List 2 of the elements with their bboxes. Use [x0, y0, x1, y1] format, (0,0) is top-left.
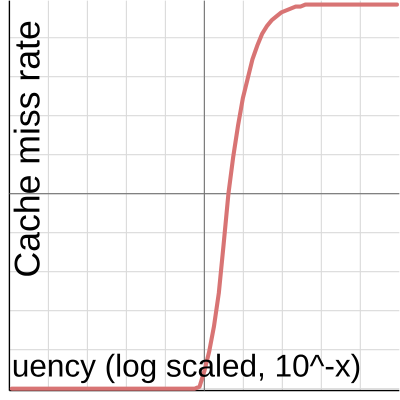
- y-axis-title: Cache miss rate: [14, 22, 40, 276]
- x-axis-title: uency (log scaled, 10^-x): [14, 354, 360, 384]
